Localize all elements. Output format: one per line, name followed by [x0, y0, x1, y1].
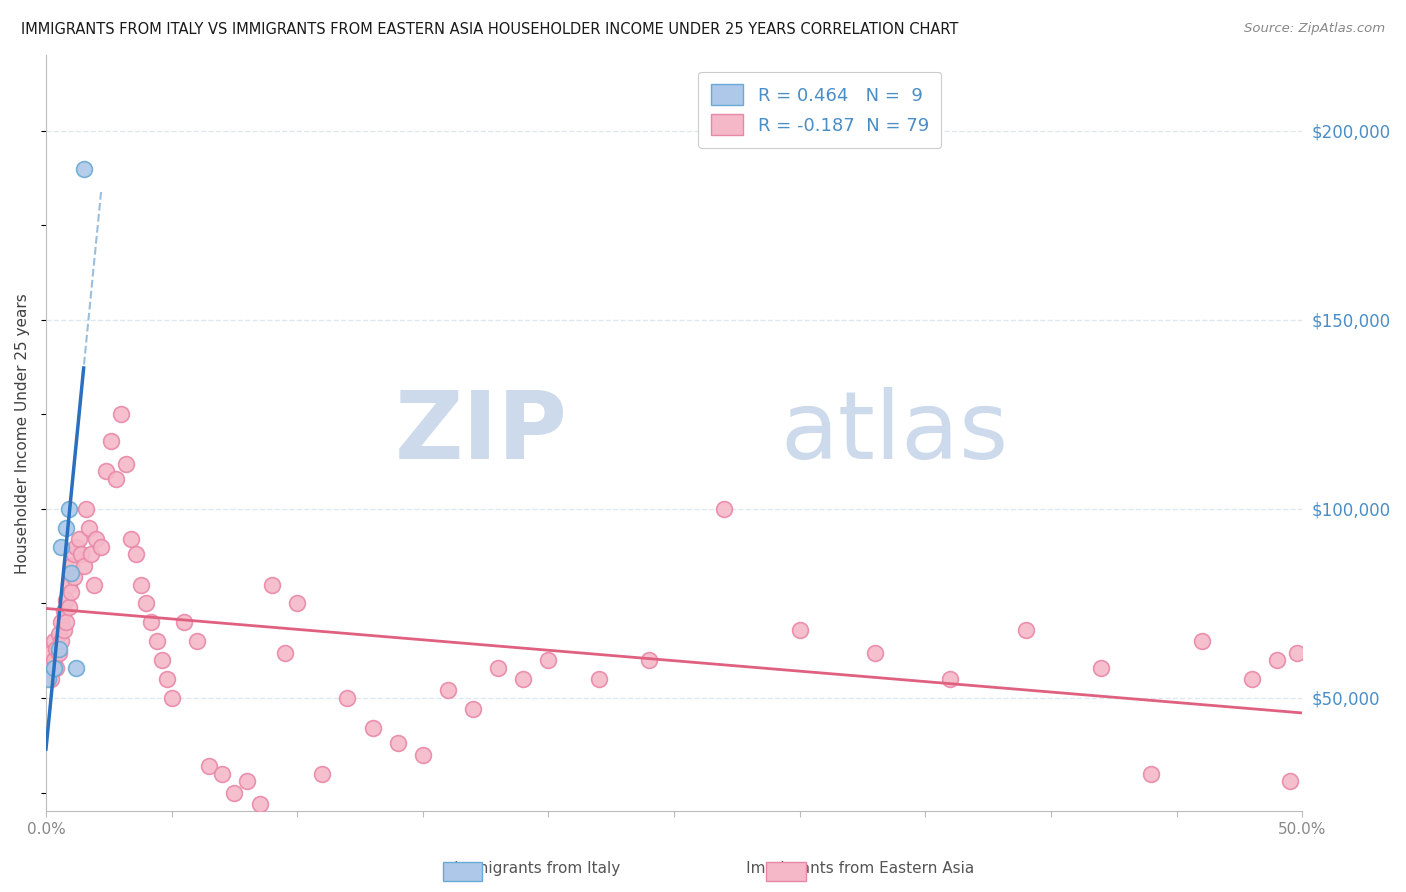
- Point: [52, 623, 75, 637]
- Point: [96, 464, 118, 478]
- Point: [48, 626, 70, 640]
- Point: [461, 702, 484, 716]
- Point: [73, 558, 96, 573]
- Point: [131, 577, 153, 591]
- Point: [789, 623, 811, 637]
- Point: [262, 577, 284, 591]
- Point: [48, 641, 70, 656]
- Point: [37, 661, 59, 675]
- Point: [537, 653, 560, 667]
- Point: [90, 540, 112, 554]
- Point: [145, 634, 167, 648]
- Point: [120, 532, 142, 546]
- Point: [249, 797, 271, 811]
- Point: [1278, 774, 1301, 789]
- Point: [588, 672, 610, 686]
- Point: [141, 615, 163, 630]
- Point: [75, 502, 97, 516]
- Point: [361, 721, 384, 735]
- Point: [1140, 766, 1163, 780]
- Point: [105, 472, 128, 486]
- Point: [1265, 653, 1288, 667]
- Point: [58, 502, 80, 516]
- Point: [150, 653, 173, 667]
- Point: [62, 547, 84, 561]
- Point: [273, 646, 295, 660]
- Point: [55, 592, 77, 607]
- Point: [713, 502, 735, 516]
- Point: [58, 600, 80, 615]
- Point: [65, 661, 87, 675]
- Point: [100, 434, 122, 448]
- Point: [638, 653, 661, 667]
- Point: [42, 653, 65, 667]
- Text: Immigrants from Italy: Immigrants from Italy: [420, 861, 620, 876]
- Point: [49, 540, 72, 554]
- Legend: R = 0.464   N =  9, R = -0.187  N = 79: R = 0.464 N = 9, R = -0.187 N = 79: [697, 71, 942, 148]
- Point: [1191, 634, 1213, 648]
- Point: [198, 759, 221, 773]
- Text: Immigrants from Eastern Asia: Immigrants from Eastern Asia: [713, 861, 974, 876]
- Text: atlas: atlas: [780, 387, 1010, 479]
- Point: [42, 634, 65, 648]
- Point: [115, 457, 138, 471]
- Point: [224, 785, 246, 799]
- Point: [49, 634, 72, 648]
- Text: Source: ZipAtlas.com: Source: ZipAtlas.com: [1244, 22, 1385, 36]
- Point: [211, 766, 233, 780]
- Point: [55, 615, 77, 630]
- Point: [39, 646, 62, 660]
- Point: [83, 577, 105, 591]
- Point: [37, 672, 59, 686]
- Point: [67, 532, 90, 546]
- Point: [73, 161, 96, 176]
- Point: [311, 766, 333, 780]
- Point: [437, 683, 460, 698]
- Point: [512, 672, 534, 686]
- Point: [285, 597, 308, 611]
- Text: ZIP: ZIP: [395, 387, 567, 479]
- Point: [387, 736, 409, 750]
- Text: IMMIGRANTS FROM ITALY VS IMMIGRANTS FROM EASTERN ASIA HOUSEHOLDER INCOME UNDER 2: IMMIGRANTS FROM ITALY VS IMMIGRANTS FROM…: [21, 22, 959, 37]
- Point: [236, 774, 259, 789]
- Point: [48, 646, 70, 660]
- Point: [55, 521, 77, 535]
- Point: [60, 566, 83, 581]
- Point: [1015, 623, 1038, 637]
- Point: [45, 641, 67, 656]
- Point: [60, 585, 83, 599]
- Point: [125, 547, 148, 561]
- Point: [45, 661, 67, 675]
- Point: [70, 547, 93, 561]
- Point: [110, 408, 132, 422]
- Point: [336, 691, 359, 706]
- Point: [60, 558, 83, 573]
- Point: [80, 547, 103, 561]
- Point: [173, 615, 195, 630]
- Y-axis label: Householder Income Under 25 years: Householder Income Under 25 years: [15, 293, 30, 574]
- Point: [1090, 661, 1112, 675]
- Point: [49, 615, 72, 630]
- Point: [52, 604, 75, 618]
- Point: [939, 672, 962, 686]
- Point: [84, 532, 107, 546]
- Point: [486, 661, 509, 675]
- Point: [186, 634, 208, 648]
- Point: [42, 661, 65, 675]
- Point: [39, 672, 62, 686]
- Point: [77, 521, 100, 535]
- Point: [160, 691, 183, 706]
- Point: [58, 577, 80, 591]
- Point: [62, 570, 84, 584]
- Point: [1286, 646, 1309, 660]
- Point: [155, 672, 177, 686]
- Point: [65, 540, 87, 554]
- Point: [412, 747, 434, 762]
- Point: [1240, 672, 1263, 686]
- Point: [135, 597, 157, 611]
- Point: [863, 646, 886, 660]
